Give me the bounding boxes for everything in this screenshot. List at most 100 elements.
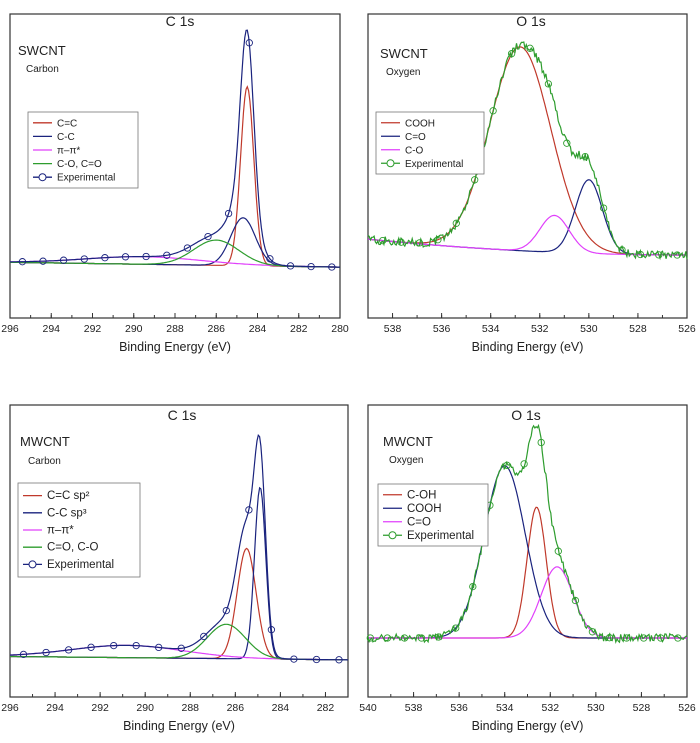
x-axis-label: Binding Energy (eV)	[472, 340, 584, 354]
x-tick-label: 534	[482, 323, 500, 335]
legend-label: Experimental	[405, 159, 463, 170]
experimental-line	[10, 29, 340, 268]
experimental-marker	[59, 256, 68, 264]
legend-label: C=C	[57, 118, 77, 129]
experimental-marker	[415, 239, 424, 247]
experimental-marker	[163, 251, 171, 259]
legend-marker	[388, 531, 397, 540]
experimental-marker	[452, 219, 460, 227]
experimental-marker	[204, 232, 212, 241]
x-axis-label: Binding Energy (eV)	[119, 340, 231, 354]
experimental-marker	[87, 643, 95, 651]
experimental-marker	[599, 204, 608, 212]
experimental-marker	[674, 634, 682, 642]
experimental-marker	[622, 634, 631, 642]
x-tick-label: 294	[42, 323, 60, 335]
legend-label: C-O	[405, 145, 424, 156]
x-tick-label: 280	[331, 323, 349, 335]
x-tick-label: 294	[46, 702, 64, 714]
chart-title: O 1s	[516, 13, 546, 29]
experimental-marker	[132, 641, 140, 650]
experimental-marker	[121, 253, 130, 261]
x-tick-label: 292	[91, 702, 109, 714]
experimental-marker	[657, 634, 665, 642]
x-tick-label: 286	[227, 702, 245, 714]
element-label: Oxygen	[386, 67, 420, 78]
plot-frame	[9, 404, 349, 698]
x-tick-label: 538	[384, 323, 402, 335]
legend-label: Experimental	[407, 530, 474, 542]
chart-title: C 1s	[166, 13, 195, 29]
legend-label: C=O	[407, 516, 431, 528]
legend: C=C C-C π–π* C-O, C=O Experimental	[27, 111, 139, 189]
legend-label: C-OH	[407, 489, 436, 501]
experimental-marker	[366, 634, 374, 642]
x-tick-label: 528	[633, 702, 651, 714]
experimental-marker	[526, 44, 534, 52]
experimental-marker	[605, 634, 614, 642]
experimental-marker	[307, 262, 315, 271]
experimental-marker	[571, 596, 580, 605]
x-tick-label: 532	[542, 702, 560, 714]
x-tick-label: 290	[136, 702, 154, 714]
experimental-marker	[655, 251, 663, 259]
experimental-marker	[471, 176, 479, 184]
x-tick-label: 288	[166, 323, 184, 335]
experimental-marker	[554, 547, 562, 555]
legend-marker	[38, 173, 47, 182]
sample-label: SWCNT	[18, 43, 66, 58]
sample-label: MWCNT	[20, 434, 70, 449]
experimental-marker	[110, 641, 118, 650]
experimental-marker	[80, 255, 88, 263]
legend-label: COOH	[407, 503, 442, 515]
x-tick-label: 284	[249, 323, 267, 335]
experimental-marker	[581, 152, 589, 161]
experimental-marker	[397, 238, 405, 246]
legend-label: C=O	[405, 132, 426, 143]
experimental-marker	[520, 460, 528, 468]
legend-label: C-C sp³	[47, 507, 87, 519]
legend-marker	[386, 159, 395, 168]
experimental-marker	[245, 39, 253, 47]
x-tick-label: 540	[359, 702, 377, 714]
experimental-marker	[417, 634, 426, 642]
experimental-marker	[42, 648, 50, 657]
x-tick-label: 526	[678, 702, 696, 714]
experimental-marker	[383, 634, 392, 642]
experimental-marker	[224, 209, 233, 218]
x-tick-label: 286	[207, 323, 225, 335]
experimental-marker	[503, 461, 511, 469]
x-tick-label: 538	[405, 702, 423, 714]
experimental-marker	[328, 263, 336, 271]
x-tick-label: 282	[317, 702, 335, 714]
experimental-marker	[335, 656, 343, 664]
experimental-marker	[588, 628, 597, 636]
legend-label: π–π*	[57, 146, 80, 157]
x-tick-label: 530	[580, 323, 598, 335]
experimental-marker	[489, 107, 497, 115]
experimental-marker	[379, 236, 387, 245]
experimental-marker	[19, 650, 28, 659]
legend-label: C=C sp²	[47, 490, 90, 502]
experimental-marker	[640, 634, 648, 642]
x-tick-label: 528	[629, 323, 647, 335]
experimental-marker	[537, 438, 545, 447]
legend-label: C-C	[57, 132, 75, 143]
experimental-marker	[636, 250, 645, 259]
legend: COOH C=O C-O Experimental	[375, 111, 485, 175]
experimental-marker	[673, 251, 681, 259]
x-tick-label: 526	[678, 323, 696, 335]
experimental-marker	[434, 236, 442, 244]
experimental-marker	[563, 139, 571, 147]
legend-label: Experimental	[57, 173, 115, 184]
x-axis-label: Binding Energy (eV)	[123, 719, 235, 733]
x-tick-label: 288	[182, 702, 200, 714]
experimental-marker	[469, 582, 477, 591]
legend-label: Experimental	[47, 559, 114, 571]
sample-label: SWCNT	[380, 46, 428, 61]
legend-label: COOH	[405, 118, 435, 129]
experimental-marker	[507, 50, 516, 58]
x-tick-label: 282	[290, 323, 308, 335]
panel-1: C 1s SWCNT Carbon 296 294 292 290 288 286 284 282 2…	[1, 13, 349, 354]
